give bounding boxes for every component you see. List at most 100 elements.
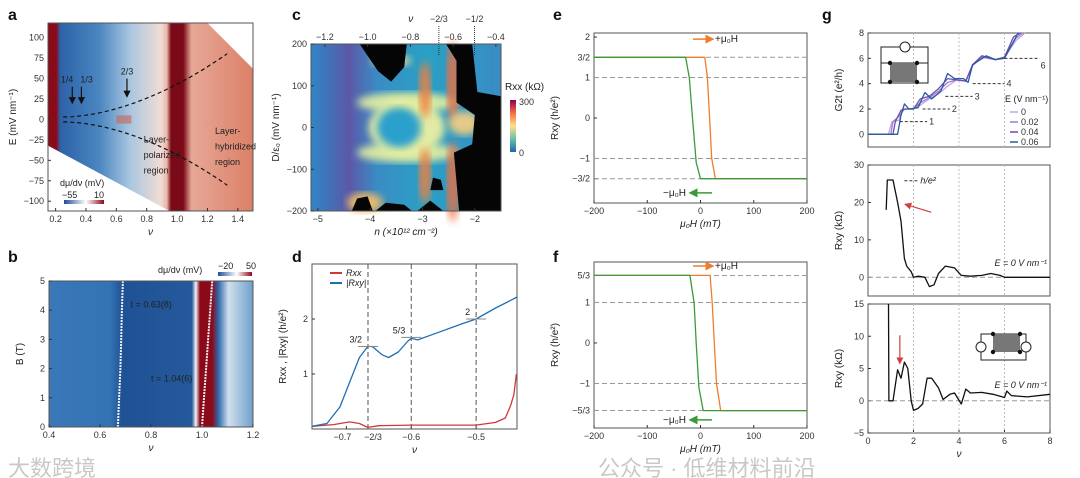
legend-label: 0.06 — [1021, 137, 1039, 147]
x-tick-label: 4 — [956, 436, 961, 446]
red-arrow-icon — [904, 202, 932, 213]
y-tick-label: 1 — [40, 393, 45, 403]
y-tick-label: 0 — [40, 422, 45, 432]
x-axis-label: n (×10¹² cm⁻²) — [374, 227, 437, 238]
heatmap — [311, 41, 501, 222]
annotation: t = 0.63(8) — [131, 299, 172, 309]
legend-label: 0.04 — [1021, 127, 1039, 137]
top-tick-label: −0.4 — [487, 32, 505, 42]
top-tick-label: −0.6 — [444, 32, 462, 42]
y-tick-label: −25 — [29, 135, 44, 145]
heatmap-feature — [448, 111, 481, 136]
heatmap — [49, 281, 253, 427]
x-tick-label: 0.4 — [80, 214, 93, 224]
y-tick-label: 8 — [859, 28, 864, 38]
y-tick-label: −100 — [24, 196, 44, 206]
x-tick-label: −2/3 — [364, 432, 382, 442]
contact-dot — [1017, 349, 1023, 355]
top-tick-label: −0.8 — [401, 32, 419, 42]
sample-rect — [993, 334, 1020, 352]
top-marker-label: −1/2 — [466, 14, 484, 24]
x-tick-label: 0.8 — [145, 430, 158, 440]
y-tick-label: 2 — [585, 32, 590, 42]
x-tick-label: −0.5 — [467, 432, 485, 442]
legend-label: Rxx — [346, 268, 362, 278]
x-tick-label: −100 — [637, 206, 657, 216]
y-tick-label: 15 — [854, 299, 864, 309]
current-source-icon — [899, 41, 911, 53]
reference-label: h/e² — [920, 176, 937, 186]
x-tick-label: 1.0 — [196, 430, 209, 440]
panel-label: b — [8, 249, 18, 266]
y-axis-label: G2t (e²/h) — [834, 69, 845, 112]
plot-frame — [593, 261, 808, 429]
y-tick-label: 2 — [40, 364, 45, 374]
top-axis-label: ν — [408, 14, 413, 25]
y-axis-label: D/ε₀ (mV nm⁻¹) — [271, 93, 282, 161]
y-tick-label: 0 — [859, 396, 864, 406]
contact-dot — [914, 60, 920, 66]
y-tick-label: 100 — [29, 33, 44, 43]
y-tick-label: 4 — [40, 305, 45, 315]
panel-f: f −200 −100 0 100 200 5/3 1 0 −1 −5/3 μ₀H (mT) Rxy (… — [550, 249, 815, 455]
device-schematic-icon — [880, 41, 929, 85]
colorbar-min: −20 — [218, 261, 233, 271]
series-label: +μ₀H — [715, 34, 738, 45]
x-tick-label: 1.0 — [171, 214, 184, 224]
x-tick-label: −4 — [365, 214, 375, 224]
y-tick-label: 75 — [34, 53, 44, 63]
x-axis-label: μ₀H (mT) — [679, 444, 721, 455]
current-source-icon — [1020, 341, 1032, 353]
plateau-label: 5/3 — [393, 325, 406, 335]
contact-dot — [914, 79, 920, 85]
colorbar-min: 0 — [519, 148, 524, 158]
annotation: region — [215, 157, 240, 167]
annotation: 1/4 — [61, 75, 74, 85]
condition-label: E = 0 V nm⁻¹ — [994, 380, 1047, 390]
y-axis-label: Rxy (h/e²) — [550, 96, 561, 140]
x-tick-label: 200 — [799, 431, 814, 441]
y-tick-label: 2 — [303, 314, 308, 324]
colorbar — [218, 272, 252, 276]
y-tick-label: 0 — [39, 114, 44, 124]
panel-c: c −1.2 −1.0 −0.8 −0.6 −0.4 −2/3 −1/2 ν Rxx (kΩ) 30… — [271, 7, 544, 238]
y-tick-label: 4 — [859, 79, 864, 89]
x-tick-label: 6 — [1002, 436, 1007, 446]
series-line — [868, 32, 1019, 135]
y-axis-label: Rxy (kΩ) — [834, 349, 845, 388]
annotation: Layer- — [144, 134, 170, 144]
top-tick-label: −1.0 — [359, 32, 377, 42]
device-schematic-icon — [975, 331, 1032, 361]
panels: a0.2 0.4 0.6 0.8 1.0 1.2 1.41007550250−25−50−7… — [8, 7, 1053, 460]
panel-label: e — [553, 7, 562, 24]
series-label: −μ₀H — [663, 188, 686, 199]
x-tick-label: 100 — [746, 206, 761, 216]
y-tick-label: −200 — [287, 206, 307, 216]
y-axis-label: B (T) — [15, 343, 26, 365]
colorbar-label: Rxx (kΩ) — [505, 82, 544, 93]
series-label: −μ₀H — [663, 415, 686, 426]
plateau-label: 1 — [929, 117, 934, 127]
colorbar-label: dμ/dν (mV) — [60, 178, 104, 188]
plateau-label: 6 — [1041, 60, 1046, 70]
colorbar-label: dμ/dν (mV) — [158, 265, 202, 275]
series-line — [594, 56, 807, 180]
y-tick-label: −75 — [29, 176, 44, 186]
y-tick-label: 0 — [859, 272, 864, 282]
x-tick-label: −200 — [584, 206, 604, 216]
plateau-label: 2 — [952, 104, 957, 114]
series-line — [887, 303, 1051, 412]
x-tick-label: 0 — [865, 436, 870, 446]
x-tick-label: 1.4 — [232, 214, 245, 224]
colorbar-max: 300 — [519, 97, 534, 107]
x-tick-label: −3 — [417, 214, 427, 224]
plateau-label: 3/2 — [349, 335, 362, 345]
top-tick-label: −1.2 — [316, 32, 334, 42]
voltmeter-icon — [975, 341, 987, 353]
x-tick-label: 0.2 — [49, 214, 62, 224]
annotation: t = 1.04(6) — [151, 374, 192, 384]
y-tick-label: 10 — [854, 235, 864, 245]
heatmap-feature — [419, 147, 432, 204]
y-tick-label: 25 — [34, 94, 44, 104]
top-marker-label: −2/3 — [430, 14, 448, 24]
